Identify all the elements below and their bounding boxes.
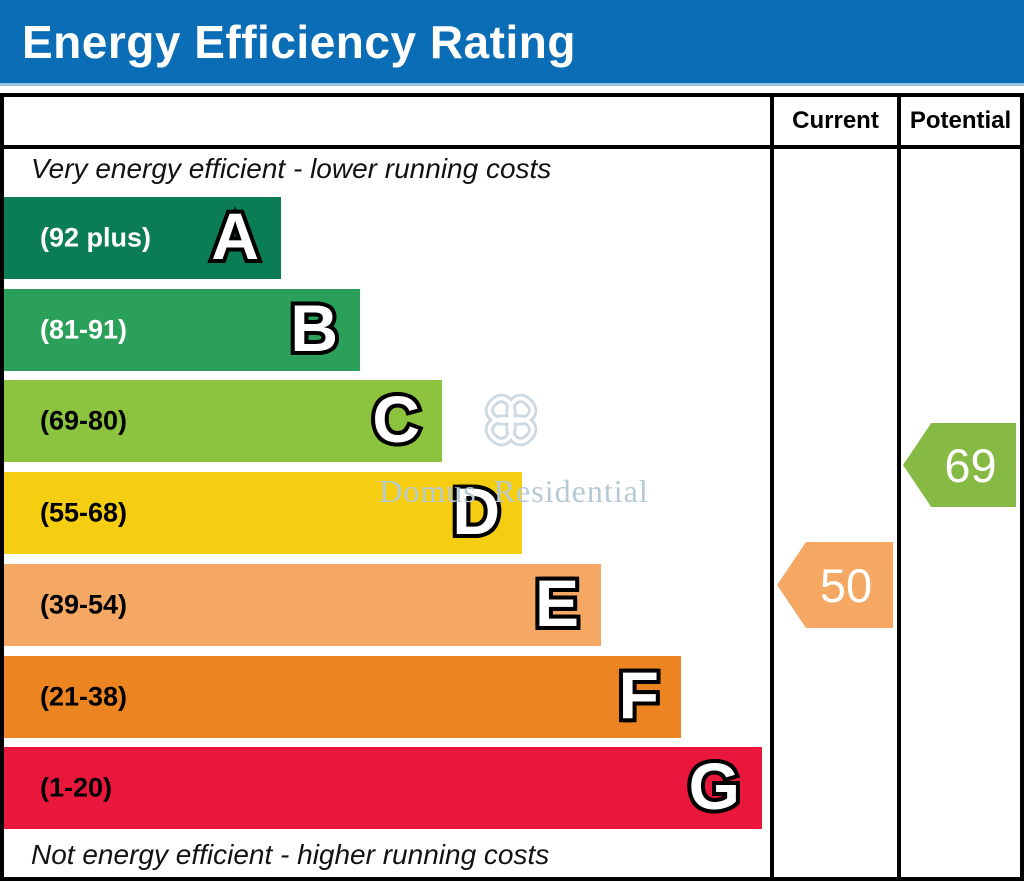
potential-column-header: Potential (909, 107, 1012, 134)
rating-table: Current Potential Very energy efficient … (0, 93, 1024, 881)
potential-rating-arrow: 69 (903, 423, 1016, 507)
band-range-label: (1-20) (40, 772, 113, 803)
band-range-label: (81-91) (40, 314, 128, 345)
title-bar: Energy Efficiency Rating (0, 0, 1024, 86)
top-caption: Very energy efficient - lower running co… (31, 153, 552, 184)
celtic-knot-logo-icon (484, 393, 538, 447)
band-bar-g: (1-20) G G (4, 747, 762, 829)
band-range-label: (21-38) (40, 681, 128, 712)
band-bar-e: (39-54) E E (4, 564, 601, 646)
column-divider-current-potential (897, 97, 901, 877)
band-range-label: (55-68) (40, 497, 128, 528)
band-bar-b: (81-91) B B (4, 289, 360, 371)
band-range-label: (92 plus) (40, 222, 152, 253)
current-column-header: Current (792, 107, 879, 134)
band-bar-f: (21-38) F F (4, 656, 681, 738)
table-header-divider (4, 145, 1020, 149)
band-bar-d: (55-68) D D (4, 472, 522, 554)
band-range-label: (39-54) (40, 589, 128, 620)
band-bar-c: (69-80) C C (4, 380, 442, 462)
current-rating-arrow: 50 (777, 542, 893, 628)
potential-rating-value: 69 (944, 438, 997, 492)
bottom-caption: Not energy efficient - higher running co… (31, 839, 550, 870)
band-bar-a: (92 plus) A A (4, 197, 281, 279)
column-divider-main-current (770, 97, 774, 877)
band-range-label: (69-80) (40, 405, 128, 436)
current-rating-value: 50 (819, 558, 873, 612)
page-title: Energy Efficiency Rating (22, 15, 576, 68)
